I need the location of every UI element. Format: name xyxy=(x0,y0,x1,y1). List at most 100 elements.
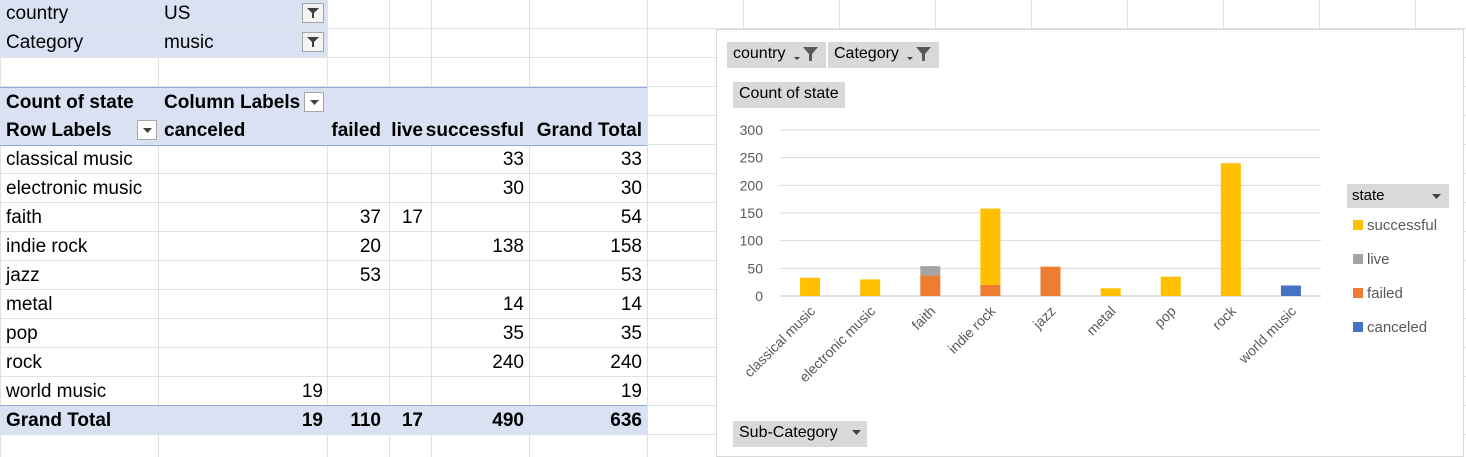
x-tick-label: metal xyxy=(1083,303,1119,339)
filter-row-category: Category music xyxy=(0,29,328,57)
bar-segment-failed[interactable] xyxy=(920,275,941,296)
legend-swatch xyxy=(1353,322,1363,332)
legend-item-failed[interactable]: failed xyxy=(1353,285,1403,302)
cell-successful: 240 xyxy=(492,352,524,373)
bar-segment-successful[interactable] xyxy=(980,208,1001,285)
value-field-label: Count of state xyxy=(739,85,839,102)
pivot-row-labels: Row Labels xyxy=(6,120,112,141)
column-header-live: live xyxy=(391,120,423,141)
row-label: jazz xyxy=(6,265,40,286)
column-header-grand-total: Grand Total xyxy=(536,120,642,141)
table-row: jazz 53 53 xyxy=(0,261,647,290)
column-header-canceled: canceled xyxy=(164,120,246,141)
legend-swatch xyxy=(1353,254,1363,264)
table-row: electronic music 30 30 xyxy=(0,174,647,203)
row-labels-dropdown[interactable] xyxy=(137,120,157,140)
chart-value-field-button[interactable]: Count of state xyxy=(733,82,845,108)
filter-funnel-icon xyxy=(793,46,818,61)
legend-label: live xyxy=(1367,251,1390,268)
pivot-column-header-row: Row Labels canceled failed live successf… xyxy=(0,116,647,146)
filter-funnel-icon xyxy=(307,37,319,47)
table-row: faith 37 17 54 xyxy=(0,203,647,232)
pivot-chart[interactable]: country Category Count of state 0 50 100 15… xyxy=(716,29,1464,457)
filter-label: country xyxy=(6,3,69,24)
cell-total: 19 xyxy=(620,381,642,402)
column-header-failed: failed xyxy=(331,120,381,141)
table-row: pop 35 35 xyxy=(0,319,647,348)
cell-total: 240 xyxy=(610,352,642,373)
filter-funnel-icon xyxy=(307,8,319,18)
cell-total: 54 xyxy=(620,207,642,228)
column-header-successful: successful xyxy=(425,120,524,141)
cell-successful: 14 xyxy=(502,294,524,315)
filter-funnel-icon xyxy=(907,46,932,61)
y-tick-label: 150 xyxy=(740,205,764,221)
grand-total-failed: 110 xyxy=(350,410,381,431)
grand-total-live: 17 xyxy=(401,410,423,431)
row-label: pop xyxy=(6,323,38,344)
cell-total: 158 xyxy=(610,236,642,257)
bar-segment-failed[interactable] xyxy=(1040,266,1061,296)
grand-total-canceled: 19 xyxy=(301,410,323,431)
table-row: rock 240 240 xyxy=(0,348,647,377)
x-tick-label: rock xyxy=(1209,302,1240,333)
grand-total-successful: 490 xyxy=(492,410,524,431)
legend-label: failed xyxy=(1367,285,1403,302)
legend-item-live[interactable]: live xyxy=(1353,251,1390,268)
cell-successful: 30 xyxy=(502,178,524,199)
chevron-down-icon xyxy=(310,100,319,105)
x-tick-label: indie rock xyxy=(945,302,999,356)
chart-filter-country-button[interactable]: country xyxy=(727,42,826,68)
table-row: world music 19 19 xyxy=(0,377,647,406)
bar-segment-successful[interactable] xyxy=(860,279,881,296)
chevron-down-icon xyxy=(852,430,862,436)
table-row: classical music 33 33 xyxy=(0,145,647,174)
column-labels-dropdown[interactable] xyxy=(304,92,324,112)
chevron-down-icon xyxy=(143,128,152,133)
row-label: indie rock xyxy=(6,236,88,257)
x-tick-label: pop xyxy=(1151,303,1179,331)
pivot-value-field: Count of state xyxy=(6,92,134,113)
cell-successful: 33 xyxy=(502,149,524,170)
filter-label: Category xyxy=(6,32,84,53)
legend-field-label: state xyxy=(1352,187,1385,204)
y-tick-label: 0 xyxy=(755,288,763,304)
cell-successful: 35 xyxy=(502,323,524,344)
pivot-header-row: Count of state Column Labels xyxy=(0,87,647,117)
bar-segment-successful[interactable] xyxy=(1100,288,1121,296)
chevron-down-icon xyxy=(1432,194,1441,199)
bar-segment-successful[interactable] xyxy=(1220,163,1241,296)
bar-segment-failed[interactable] xyxy=(980,284,1001,296)
x-tick-label: faith xyxy=(908,303,938,333)
bar-segment-live[interactable] xyxy=(920,266,941,276)
row-label: metal xyxy=(6,294,53,315)
row-label: faith xyxy=(6,207,42,228)
legend-field-button[interactable]: state xyxy=(1347,184,1449,208)
row-label: classical music xyxy=(6,149,133,170)
y-tick-label: 200 xyxy=(740,177,764,193)
cell-failed: 53 xyxy=(359,265,381,286)
row-label: world music xyxy=(6,381,107,402)
chart-filter-label: Category xyxy=(834,45,899,62)
filter-row-country: country US xyxy=(0,0,328,28)
chart-filter-category-button[interactable]: Category xyxy=(828,42,940,68)
bar-segment-canceled[interactable] xyxy=(1280,285,1301,296)
bar-segment-successful[interactable] xyxy=(1160,276,1181,296)
table-row: metal 14 14 xyxy=(0,290,647,319)
legend-item-canceled[interactable]: canceled xyxy=(1353,319,1427,336)
y-tick-label: 300 xyxy=(740,122,764,138)
cell-total: 53 xyxy=(620,265,642,286)
legend-item-successful[interactable]: successful xyxy=(1353,217,1437,234)
row-label: electronic music xyxy=(6,178,143,199)
bar-segment-successful[interactable] xyxy=(800,277,821,296)
filter-dropdown-button[interactable] xyxy=(302,32,324,52)
cell-total: 14 xyxy=(620,294,642,315)
grand-total-row: Grand Total 19 110 17 490 636 xyxy=(0,405,647,435)
legend-swatch xyxy=(1353,220,1363,230)
y-tick-label: 250 xyxy=(740,150,764,166)
cell-live: 17 xyxy=(401,207,423,228)
table-row: indie rock 20 138 158 xyxy=(0,232,647,261)
x-tick-label: jazz xyxy=(1029,303,1059,333)
filter-dropdown-button[interactable] xyxy=(302,3,324,23)
axis-field-button[interactable]: Sub-Category xyxy=(733,421,868,447)
